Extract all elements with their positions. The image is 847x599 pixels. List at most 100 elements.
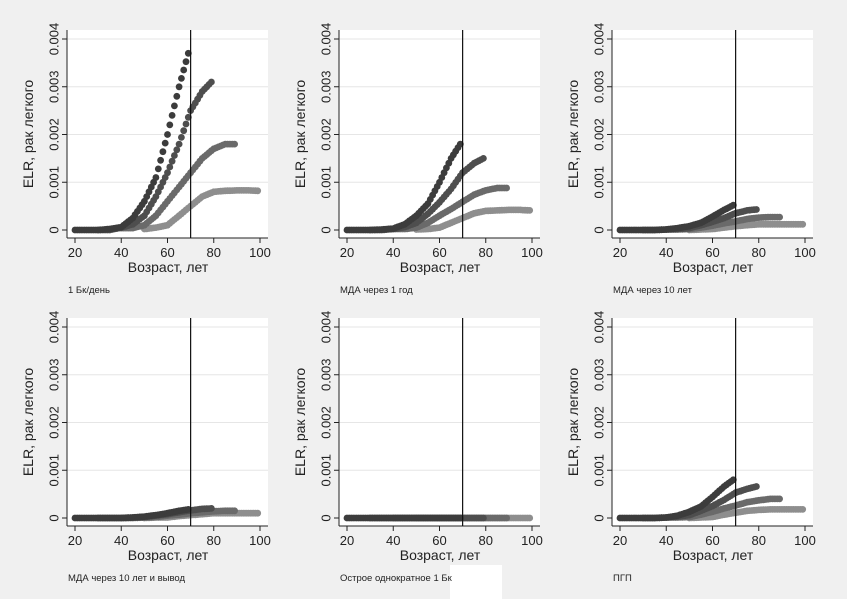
data-point <box>154 165 162 173</box>
x-axis-label: Возраст, лет <box>400 547 481 563</box>
x-axis-label: Возраст, лет <box>128 259 209 275</box>
x-tick-label: 60 <box>432 245 446 260</box>
data-point <box>159 148 167 156</box>
data-point <box>184 506 192 513</box>
y-tick-label: 0.002 <box>46 118 61 151</box>
x-tick-label: 80 <box>479 533 493 548</box>
y-tick-label: 0.002 <box>46 406 61 439</box>
y-axis-label: ELR, рак легкого <box>292 368 308 477</box>
chart-panel: 0 0.001 0.002 0.003 0.004 20 40 60 80 100 ELR, рак… <box>565 23 816 296</box>
y-tick-label: 0.002 <box>591 406 606 439</box>
data-point <box>168 112 176 119</box>
data-point <box>254 509 262 517</box>
data-point <box>173 146 181 154</box>
y-tick-label: 0.003 <box>591 358 606 391</box>
x-tick-label: 20 <box>340 245 354 260</box>
panel-caption: Острое однократное 1 Бк <box>340 573 453 584</box>
y-tick-label: 0 <box>46 514 61 521</box>
y-axis-label: ELR, рак легкого <box>565 80 581 189</box>
chart-panel: 0 0.001 0.002 0.003 0.004 20 40 60 80 100 ELR, рак… <box>292 23 543 296</box>
y-tick-label: 0.001 <box>318 454 333 487</box>
white-patch <box>450 565 502 599</box>
y-tick-label: 0.001 <box>591 166 606 199</box>
data-point <box>184 49 192 57</box>
data-point <box>503 184 510 192</box>
data-point <box>178 134 185 141</box>
x-tick-label: 60 <box>705 533 719 548</box>
y-tick-label: 0.001 <box>46 166 61 199</box>
series <box>343 514 464 522</box>
x-tick-label: 100 <box>794 533 816 548</box>
x-tick-label: 60 <box>432 533 446 548</box>
series <box>413 206 534 233</box>
data-point <box>208 78 215 86</box>
data-point <box>480 514 487 522</box>
y-tick-label: 0 <box>318 226 333 233</box>
data-point <box>180 66 188 74</box>
y-tick-label: 0.004 <box>591 311 606 344</box>
x-tick-label: 40 <box>114 245 128 260</box>
panel-caption: МДА через 10 лет <box>613 285 693 296</box>
y-tick-label: 0 <box>318 514 333 521</box>
y-tick-label: 0 <box>591 514 606 521</box>
data-point <box>776 495 783 503</box>
panel-caption: МДА через 10 лет и вывод <box>68 573 185 584</box>
series <box>343 140 464 234</box>
y-tick-label: 0.002 <box>318 406 333 439</box>
chart-panel: 0 0.001 0.002 0.003 0.004 20 40 60 80 100 ELR, рак… <box>565 311 816 584</box>
data-point <box>753 206 760 213</box>
x-tick-label: 20 <box>613 533 627 548</box>
x-tick-label: 60 <box>160 533 174 548</box>
y-tick-label: 0.004 <box>318 23 333 56</box>
data-point <box>166 163 174 171</box>
x-tick-label: 20 <box>340 533 354 548</box>
x-tick-label: 100 <box>521 533 543 548</box>
data-point <box>480 155 487 162</box>
chart-panel: 0 0.001 0.002 0.003 0.004 20 40 60 80 100 ELR, рак… <box>20 311 271 584</box>
x-tick-label: 40 <box>659 533 673 548</box>
x-tick-label: 40 <box>114 533 128 548</box>
y-tick-label: 0.004 <box>46 311 61 344</box>
data-point <box>171 152 178 159</box>
panel-caption: 1 Бк/день <box>68 285 110 296</box>
x-axis-label: Возраст, лет <box>128 547 209 563</box>
data-point <box>753 483 760 490</box>
data-point <box>799 220 807 228</box>
y-tick-label: 0.003 <box>46 358 61 391</box>
data-point <box>231 507 239 515</box>
x-tick-label: 80 <box>479 245 493 260</box>
x-tick-label: 40 <box>386 245 400 260</box>
data-point <box>799 506 807 513</box>
data-point <box>231 140 239 148</box>
data-point <box>161 139 169 147</box>
series <box>662 495 783 521</box>
y-axis-label: ELR, рак легкого <box>292 80 308 189</box>
y-tick-label: 0.001 <box>318 166 333 199</box>
data-point <box>182 58 190 66</box>
data-point <box>729 476 737 484</box>
data-point <box>184 113 192 121</box>
x-tick-label: 60 <box>160 245 174 260</box>
data-point <box>164 131 171 138</box>
series <box>616 201 737 234</box>
y-axis-label: ELR, рак легкого <box>20 80 36 189</box>
data-point <box>175 83 183 91</box>
x-tick-label: 40 <box>659 245 673 260</box>
data-point <box>157 156 165 164</box>
data-point <box>456 514 464 522</box>
x-tick-label: 100 <box>794 245 816 260</box>
data-point <box>152 174 160 181</box>
x-axis-label: Возраст, лет <box>673 547 754 563</box>
data-point <box>164 169 171 177</box>
x-tick-label: 80 <box>752 245 766 260</box>
x-tick-label: 20 <box>68 245 82 260</box>
data-point <box>526 207 534 214</box>
y-tick-label: 0.003 <box>318 70 333 103</box>
chart-panel: 0 0.001 0.002 0.003 0.004 20 40 60 80 100 ELR, рак… <box>292 311 543 584</box>
y-tick-label: 0.004 <box>46 23 61 56</box>
x-tick-label: 60 <box>705 245 719 260</box>
y-tick-label: 0.002 <box>591 118 606 151</box>
x-tick-label: 20 <box>613 245 627 260</box>
y-tick-label: 0.003 <box>318 358 333 391</box>
